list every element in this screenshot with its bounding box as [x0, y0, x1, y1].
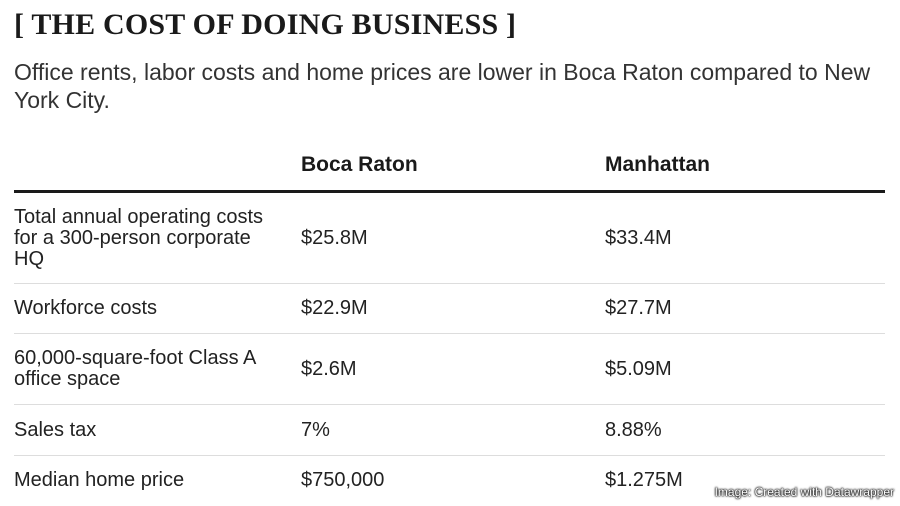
image-credit: Image: Created with Datawrapper — [714, 485, 894, 499]
cell-manhattan: 8.88% — [605, 404, 885, 456]
cell-manhattan: $33.4M — [605, 191, 885, 284]
table-row: Median home price $750,000 $1.275M — [14, 456, 885, 506]
cell-boca-raton: $2.6M — [301, 333, 605, 405]
chart-subtitle: Office rents, labor costs and home price… — [14, 59, 871, 113]
cell-boca-raton: $25.8M — [301, 191, 605, 284]
cell-boca-raton: 7% — [301, 404, 605, 456]
cell-manhattan: $1.275M — [605, 469, 683, 492]
cell-boca-raton: $750,000 — [301, 469, 385, 492]
row-label: Total annual operating costs for a 300-p… — [14, 191, 301, 284]
table-header-row: Boca Raton Manhattan — [14, 140, 885, 193]
table-row: Total annual operating costs for a 300-p… — [14, 191, 885, 284]
table-row: Sales tax 7% 8.88% — [14, 404, 885, 456]
row-label: 60,000-square-foot Class A office space — [14, 333, 301, 405]
cell-boca-raton: $22.9M — [301, 283, 605, 334]
column-header-metric — [14, 140, 301, 193]
table-row: Workforce costs $22.9M $27.7M — [14, 283, 885, 334]
row-label: Median home price — [14, 469, 185, 492]
chart-title: [ THE COST OF DOING BUSINESS ] — [14, 8, 517, 41]
cost-table: Boca Raton Manhattan Total annual operat… — [14, 140, 885, 506]
cell-manhattan: $5.09M — [605, 333, 885, 405]
row-label: Sales tax — [14, 404, 301, 456]
table-row: 60,000-square-foot Class A office space … — [14, 333, 885, 405]
row-label: Workforce costs — [14, 283, 301, 334]
column-header-manhattan: Manhattan — [605, 140, 885, 193]
column-header-boca-raton: Boca Raton — [301, 140, 605, 193]
cell-manhattan: $27.7M — [605, 283, 885, 334]
